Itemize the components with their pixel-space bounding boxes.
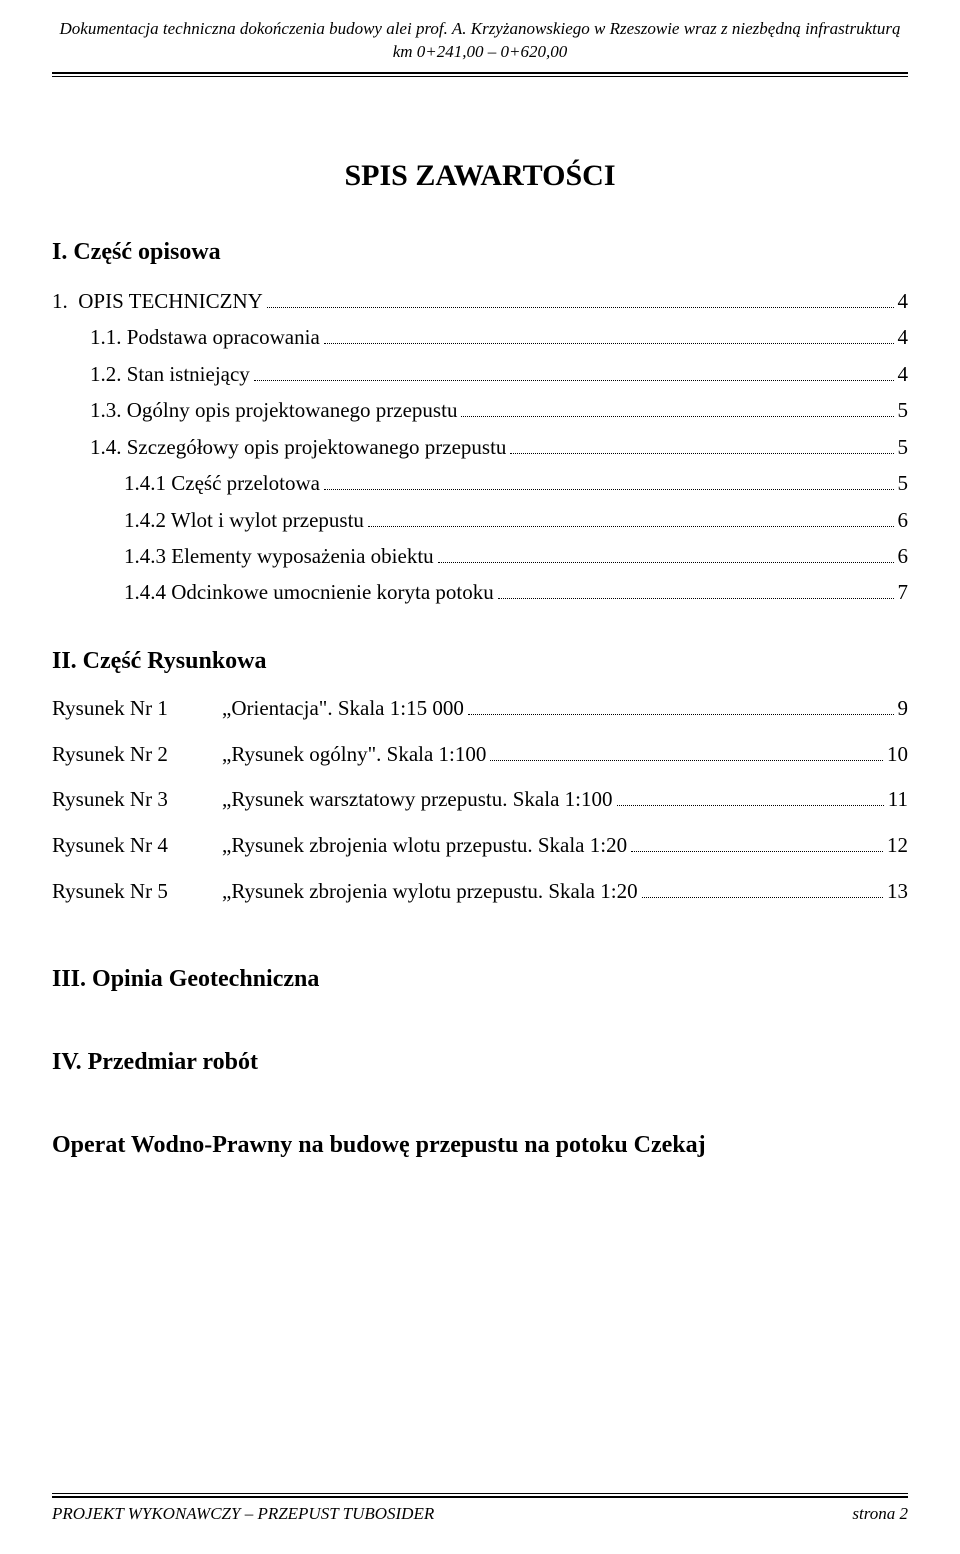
toc-label: 1. OPIS TECHNICZNY [52, 286, 263, 316]
main-title: SPIS ZAWARTOŚCI [52, 159, 908, 193]
header-line-1: Dokumentacja techniczna dokończenia budo… [52, 18, 908, 41]
toc-row: 1.4.1 Część przelotowa 5 [52, 468, 908, 498]
drawing-row: Rysunek Nr 1 „Orientacja". Skala 1:15 00… [52, 695, 908, 721]
section-4-heading: IV. Przedmiar robót [52, 1049, 908, 1076]
drawing-number: Rysunek Nr 5 [52, 879, 222, 904]
drawing-page: 10 [887, 742, 908, 767]
drawing-row: Rysunek Nr 5 „Rysunek zbrojenia wylotu p… [52, 878, 908, 904]
drawing-desc: „Orientacja". Skala 1:15 000 [222, 696, 464, 721]
toc-row: 1. OPIS TECHNICZNY 4 [52, 286, 908, 316]
drawing-number: Rysunek Nr 3 [52, 787, 222, 812]
toc-row: 1.1. Podstawa opracowania 4 [52, 322, 908, 352]
footer-rule-thick [52, 1496, 908, 1498]
toc-label: 1.2. Stan istniejący [90, 359, 250, 389]
toc-leader [324, 324, 894, 344]
section-5-heading: Operat Wodno-Prawny na budowę przepustu … [52, 1132, 908, 1159]
toc-label: 1.3. Ogólny opis projektowanego przepust… [90, 395, 457, 425]
toc-page: 5 [898, 395, 909, 425]
page-header: Dokumentacja techniczna dokończenia budo… [52, 18, 908, 64]
drawing-desc: „Rysunek zbrojenia wylotu przepustu. Ska… [222, 879, 638, 904]
toc-label: 1.1. Podstawa opracowania [90, 322, 320, 352]
toc: 1. OPIS TECHNICZNY 4 1.1. Podstawa oprac… [52, 286, 908, 608]
page-footer: PROJEKT WYKONAWCZY – PRZEPUST TUBOSIDER … [52, 1493, 908, 1524]
drawing-page: 11 [888, 787, 908, 812]
toc-label: 1.4.3 Elementy wyposażenia obiektu [124, 541, 434, 571]
drawing-desc: „Rysunek zbrojenia wlotu przepustu. Skal… [222, 833, 627, 858]
toc-page: 7 [898, 577, 909, 607]
toc-page: 4 [898, 322, 909, 352]
drawing-leader [490, 741, 883, 761]
drawing-page: 9 [898, 696, 909, 721]
drawing-desc: „Rysunek ogólny". Skala 1:100 [222, 742, 486, 767]
drawing-page: 13 [887, 879, 908, 904]
drawing-row: Rysunek Nr 4 „Rysunek zbrojenia wlotu pr… [52, 832, 908, 858]
drawing-leader [468, 695, 894, 715]
toc-row: 1.4.4 Odcinkowe umocnienie koryta potoku… [52, 577, 908, 607]
page: Dokumentacja techniczna dokończenia budo… [0, 0, 960, 1554]
toc-row: 1.4.3 Elementy wyposażenia obiektu 6 [52, 541, 908, 571]
drawing-number: Rysunek Nr 1 [52, 696, 222, 721]
header-rule-thick [52, 72, 908, 74]
drawing-leader [617, 787, 884, 807]
toc-leader [438, 543, 894, 563]
toc-leader [267, 288, 894, 308]
drawing-desc: „Rysunek warsztatowy przepustu. Skala 1:… [222, 787, 613, 812]
toc-row: 1.4.2 Wlot i wylot przepustu 6 [52, 505, 908, 535]
toc-page: 4 [898, 286, 909, 316]
section-2-heading: II. Część Rysunkowa [52, 648, 908, 675]
section-1-heading: I. Część opisowa [52, 239, 908, 266]
footer-rule-thin [52, 1493, 908, 1494]
toc-row: 1.4. Szczegółowy opis projektowanego prz… [52, 432, 908, 462]
toc-row: 1.2. Stan istniejący 4 [52, 359, 908, 389]
toc-leader [461, 397, 893, 417]
drawing-leader [631, 832, 883, 852]
toc-page: 6 [898, 505, 909, 535]
drawings-list: Rysunek Nr 1 „Orientacja". Skala 1:15 00… [52, 695, 908, 904]
toc-label: 1.4.1 Część przelotowa [124, 468, 320, 498]
toc-leader [324, 470, 894, 490]
toc-page: 5 [898, 432, 909, 462]
header-rule-thin [52, 76, 908, 77]
toc-label: 1.4.4 Odcinkowe umocnienie koryta potoku [124, 577, 494, 607]
footer-left: PROJEKT WYKONAWCZY – PRZEPUST TUBOSIDER [52, 1504, 434, 1524]
toc-label: 1.4. Szczegółowy opis projektowanego prz… [90, 432, 506, 462]
toc-page: 6 [898, 541, 909, 571]
drawing-leader [642, 878, 883, 898]
toc-label: 1.4.2 Wlot i wylot przepustu [124, 505, 364, 535]
toc-row: 1.3. Ogólny opis projektowanego przepust… [52, 395, 908, 425]
footer-line: PROJEKT WYKONAWCZY – PRZEPUST TUBOSIDER … [52, 1504, 908, 1524]
footer-right: strona 2 [852, 1504, 908, 1524]
drawing-row: Rysunek Nr 2 „Rysunek ogólny". Skala 1:1… [52, 741, 908, 767]
section-3-heading: III. Opinia Geotechniczna [52, 966, 908, 993]
drawing-row: Rysunek Nr 3 „Rysunek warsztatowy przepu… [52, 787, 908, 813]
toc-leader [254, 361, 894, 381]
toc-leader [510, 434, 893, 454]
toc-leader [368, 507, 894, 527]
toc-leader [498, 579, 894, 599]
toc-page: 4 [898, 359, 909, 389]
toc-page: 5 [898, 468, 909, 498]
drawing-page: 12 [887, 833, 908, 858]
header-line-2: km 0+241,00 – 0+620,00 [52, 41, 908, 64]
drawing-number: Rysunek Nr 2 [52, 742, 222, 767]
drawing-number: Rysunek Nr 4 [52, 833, 222, 858]
